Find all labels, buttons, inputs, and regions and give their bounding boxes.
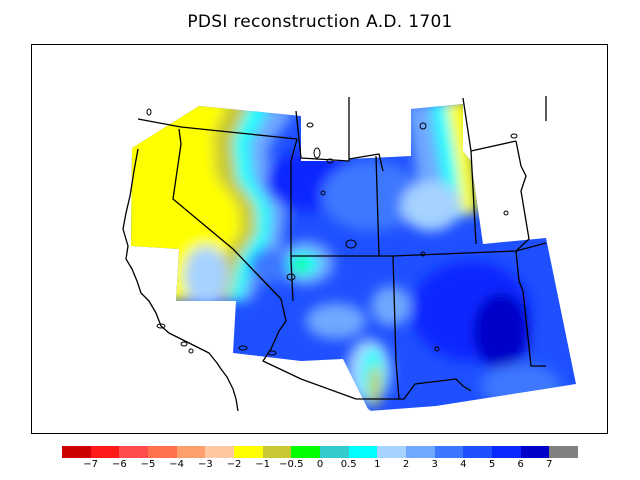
legend-color-box <box>492 446 521 458</box>
light-zone-utah-south <box>371 286 411 326</box>
lake-3 <box>419 122 427 130</box>
legend-color-box <box>119 446 149 458</box>
legend-label: 4 <box>460 459 467 470</box>
state-border-idaho <box>295 97 350 162</box>
state-border-ut-co <box>375 155 380 257</box>
legend-color-box <box>463 446 493 458</box>
state-border-nv-ut <box>290 260 294 302</box>
legend-color-box <box>434 446 464 458</box>
anomaly-south-core <box>369 364 381 408</box>
state-border-horizontal-central <box>291 242 547 257</box>
mid-zone-north <box>321 161 421 231</box>
lake-6 <box>320 190 326 196</box>
lake-8 <box>286 273 296 281</box>
legend-color-box <box>262 446 292 458</box>
state-border-northern <box>137 118 298 140</box>
island-2 <box>180 341 188 347</box>
island-3 <box>188 348 194 354</box>
legend-color-box <box>176 446 206 458</box>
legend-label: 7 <box>546 459 553 470</box>
islands-and-lakes <box>146 108 518 356</box>
legend-label: −6 <box>111 459 127 470</box>
pdsi-map <box>122 96 576 412</box>
wet-core-colorado <box>473 293 529 369</box>
legend-color-box <box>520 446 550 458</box>
mid-zone-new-mexico <box>481 364 561 408</box>
light-zone-california <box>184 246 228 306</box>
transition-west-1 <box>213 104 257 301</box>
legend-color-box <box>320 446 349 458</box>
legend-label: 0.5 <box>340 459 357 470</box>
lake-11 <box>420 251 426 257</box>
state-border-co-nm <box>515 250 546 367</box>
transition-west-3 <box>241 105 296 301</box>
lake-12 <box>434 346 440 352</box>
pdsi-field <box>131 104 576 411</box>
legend-label: −3 <box>197 459 213 470</box>
state-border-az-nm <box>392 255 400 400</box>
state-border-ca-az <box>262 320 357 400</box>
state-border-mexico <box>356 378 472 400</box>
legend-label: 1 <box>374 459 381 470</box>
lake-1 <box>146 108 152 116</box>
state-border-great-basin-east <box>290 138 298 261</box>
map-frame <box>31 44 608 434</box>
lake-10 <box>503 210 509 216</box>
state-border-plains <box>462 97 517 152</box>
island-1 <box>156 323 166 329</box>
map-title: PDSI reconstruction A.D. 1701 <box>187 12 453 32</box>
legend-label: 0 <box>316 459 324 470</box>
coastlines-and-borders <box>122 96 547 412</box>
legend-label: 6 <box>517 459 524 470</box>
legend-label: −1 <box>255 459 271 470</box>
legend-label: −2 <box>226 459 242 470</box>
legend-color-box <box>291 446 321 458</box>
lake-2 <box>306 122 314 128</box>
legend-label: 2 <box>402 459 410 470</box>
legend-label: −7 <box>83 459 99 470</box>
coastline-pacific <box>122 148 239 412</box>
light-zone-wyoming <box>401 181 461 231</box>
anomaly-utah-core <box>294 259 308 271</box>
state-border-wy-north <box>470 150 477 245</box>
legend-color-box <box>406 446 435 458</box>
legend-color-box <box>348 446 378 458</box>
island-4 <box>238 345 248 351</box>
legend-labels: −7 −6 −5 −4 −3 −2 −1 −0.5 0 0.5 1 2 3 4 5 6 7 <box>62 459 578 473</box>
legend-color-box <box>90 446 120 458</box>
legend-color-box <box>62 446 91 458</box>
legend-color-box <box>377 446 407 458</box>
lake-5 <box>326 158 334 164</box>
state-border-montana <box>348 153 384 172</box>
legend-color-box <box>205 446 235 458</box>
legend-label: −5 <box>140 459 156 470</box>
light-zone-arizona <box>306 303 366 339</box>
state-border-nv-ca <box>172 128 287 322</box>
island-5 <box>267 350 277 356</box>
legend-label: −0.5 <box>279 459 304 470</box>
lake-9 <box>510 133 518 139</box>
legend-colorbar <box>62 446 579 458</box>
lake-7 <box>345 239 357 249</box>
legend-label: 5 <box>488 459 496 470</box>
lake-4 <box>313 147 321 159</box>
legend-label: −4 <box>169 459 185 470</box>
legend-color-box <box>148 446 177 458</box>
legend-color-box <box>234 446 263 458</box>
legend-label: 3 <box>431 459 438 470</box>
state-border-dakota <box>515 140 530 252</box>
light-zone-nevada <box>249 248 289 284</box>
legend-color-box <box>549 446 579 458</box>
